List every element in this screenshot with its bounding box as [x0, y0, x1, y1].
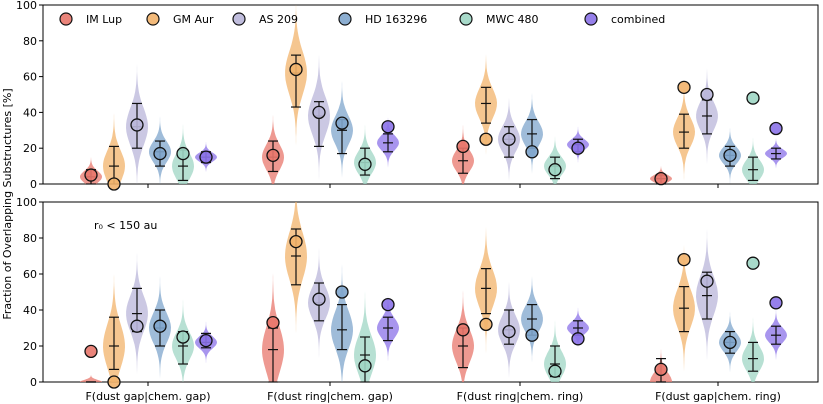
observed-point-as-209-f-dust-gap-chem-gap: [130, 118, 144, 132]
observed-point-mwc-480-f-dust-ring-chem-gap: [358, 359, 372, 373]
observed-point-combined-f-dust-gap-chem-gap: [199, 150, 213, 164]
observed-point-im-lup-f-dust-gap-chem-gap: [84, 344, 98, 359]
observed-point-gm-aur-f-dust-gap-chem-ring: [677, 252, 691, 267]
violin-gm-aur-f-dust-gap-chem-gap: [103, 243, 125, 382]
violin-im-lup-f-dust-gap-chem-gap: [80, 374, 102, 382]
violin-mwc-480-f-dust-gap-chem-ring: [742, 124, 764, 184]
observed-point-im-lup-f-dust-ring-chem-gap: [266, 315, 280, 330]
observed-point-hd-163296-f-dust-ring-chem-ring: [525, 145, 539, 159]
observed-point-combined-f-dust-ring-chem-ring: [571, 332, 585, 346]
plot-frame: [42, 4, 819, 185]
observed-point-im-lup-f-dust-gap-chem-gap: [84, 168, 98, 182]
y-tick-label: 40: [23, 304, 37, 317]
legend-label-hd: HD 163296: [365, 13, 427, 26]
observed-point-combined-f-dust-ring-chem-ring: [571, 141, 585, 155]
observed-point-hd-163296-f-dust-gap-chem-ring: [723, 335, 737, 350]
x-category-label-f-dust-ring-chem-ring: F(dust ring|chem. ring): [457, 390, 584, 403]
y-tick-label: 80: [23, 232, 37, 245]
y-tick-label: 100: [16, 196, 37, 209]
legend-marker-im: [59, 12, 73, 26]
legend-label-im: IM Lup: [86, 13, 122, 26]
violin-mwc-480-f-dust-ring-chem-ring: [544, 302, 566, 382]
legend-label-mwc: MWC 480: [486, 13, 539, 26]
observed-point-gm-aur-f-dust-gap-chem-gap: [107, 375, 121, 389]
observed-point-mwc-480-f-dust-ring-chem-ring: [548, 163, 562, 177]
y-tick-label: 60: [23, 268, 37, 281]
observed-point-mwc-480-f-dust-ring-chem-ring: [548, 364, 562, 378]
y-tick-label: 40: [23, 106, 37, 119]
observed-point-gm-aur-f-dust-ring-chem-ring: [479, 317, 493, 332]
legend-label-comb: combined: [611, 13, 665, 26]
legend-label-gm: GM Aur: [173, 13, 214, 26]
y-tick-label: 20: [23, 340, 37, 353]
x-category-labels: F(dust gap|chem. gap) F(dust ring|chem. g…: [85, 390, 780, 403]
observed-point-im-lup-f-dust-gap-chem-ring: [654, 171, 668, 186]
panel-annotation: r₀ < 150 au: [94, 219, 157, 232]
legend-label-as: AS 209: [259, 13, 298, 26]
legend-marker-mwc: [459, 12, 473, 26]
observed-point-as-209-f-dust-ring-chem-gap: [312, 292, 326, 306]
observed-point-as-209-f-dust-ring-chem-ring: [502, 324, 516, 339]
observed-point-as-209-f-dust-ring-chem-ring: [502, 132, 516, 146]
observed-point-hd-163296-f-dust-gap-chem-ring: [723, 148, 737, 163]
violin-gm-aur-f-dust-gap-chem-gap: [103, 93, 125, 184]
observed-point-as-209-f-dust-ring-chem-gap: [312, 105, 326, 120]
observed-point-combined-f-dust-gap-chem-ring: [769, 121, 783, 136]
observed-point-hd-163296-f-dust-ring-chem-gap: [335, 285, 349, 299]
observed-point-gm-aur-f-dust-gap-chem-gap: [107, 177, 121, 191]
observed-point-gm-aur-f-dust-ring-chem-ring: [479, 132, 493, 146]
top-panel: 0 20 40 60 80 100: [16, 0, 819, 191]
x-category-label-f-dust-ring-chem-gap: F(dust ring|chem. gap): [267, 390, 393, 403]
observed-point-hd-163296-f-dust-ring-chem-gap: [335, 116, 349, 130]
bottom-panel: 0 20 40 60 80 100 r₀ < 150 au: [16, 196, 819, 389]
legend-marker-as: [232, 12, 246, 26]
observed-point-mwc-480-f-dust-gap-chem-ring: [746, 256, 760, 270]
observed-point-combined-f-dust-ring-chem-gap: [381, 120, 395, 134]
observed-point-combined-f-dust-ring-chem-gap: [381, 297, 395, 312]
x-category-label-f-dust-gap-chem-ring: F(dust gap|chem. ring): [655, 390, 781, 403]
observed-point-im-lup-f-dust-ring-chem-ring: [456, 323, 470, 337]
observed-point-as-209-f-dust-gap-chem-ring: [700, 87, 714, 102]
observed-point-im-lup-f-dust-ring-chem-gap: [266, 148, 280, 163]
observed-point-mwc-480-f-dust-gap-chem-ring: [746, 91, 760, 105]
legend-marker-comb: [584, 12, 598, 26]
y-axis-label: Fraction of Overlapping Substructures [%…: [1, 88, 14, 319]
y-tick-label: 100: [16, 0, 37, 12]
violin-im-lup-f-dust-gap-chem-ring: [650, 325, 672, 382]
x-category-label-f-dust-gap-chem-gap: F(dust gap|chem. gap): [85, 390, 210, 403]
observed-point-as-209-f-dust-gap-chem-ring: [700, 274, 714, 288]
observed-point-mwc-480-f-dust-ring-chem-gap: [358, 157, 372, 171]
violin-mwc-480-f-dust-gap-chem-gap: [172, 106, 194, 184]
observed-point-gm-aur-f-dust-ring-chem-gap: [289, 234, 303, 249]
y-tick-label: 60: [23, 71, 37, 84]
legend: IM Lup GM Aur AS 209 HD 163296 MWC 480 combin…: [59, 12, 665, 26]
violin-mwc-480-f-dust-ring-chem-gap: [354, 273, 376, 382]
plot-frame: [42, 201, 819, 383]
y-tick-label: 0: [30, 178, 37, 191]
legend-marker-hd: [338, 12, 352, 26]
observed-point-as-209-f-dust-gap-chem-gap: [130, 319, 144, 333]
y-tick-label: 0: [30, 376, 37, 389]
legend-marker-gm: [146, 12, 160, 26]
observed-point-combined-f-dust-gap-chem-ring: [769, 296, 783, 310]
observed-point-im-lup-f-dust-ring-chem-ring: [456, 139, 470, 154]
observed-point-hd-163296-f-dust-ring-chem-ring: [525, 328, 539, 342]
observed-point-im-lup-f-dust-gap-chem-ring: [654, 362, 668, 377]
observed-point-mwc-480-f-dust-gap-chem-gap: [176, 330, 190, 344]
observed-point-gm-aur-f-dust-ring-chem-gap: [289, 62, 303, 77]
y-tick-label: 80: [23, 35, 37, 48]
observed-point-hd-163296-f-dust-gap-chem-gap: [153, 146, 167, 161]
y-tick-label: 20: [23, 142, 37, 155]
observed-point-hd-163296-f-dust-gap-chem-gap: [153, 319, 167, 333]
observed-point-mwc-480-f-dust-gap-chem-gap: [176, 146, 190, 161]
observed-point-combined-f-dust-gap-chem-gap: [199, 333, 213, 348]
observed-point-gm-aur-f-dust-gap-chem-ring: [677, 80, 691, 94]
